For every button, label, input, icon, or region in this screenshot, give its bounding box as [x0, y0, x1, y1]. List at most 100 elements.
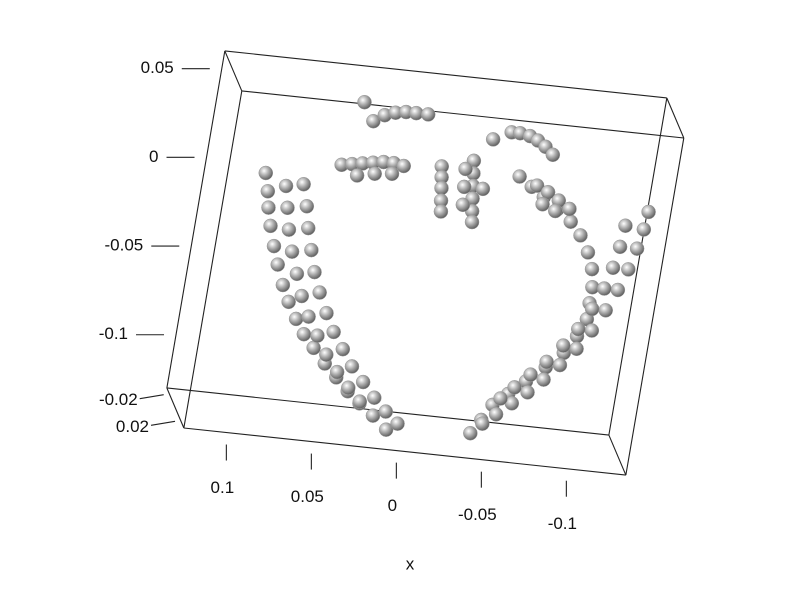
- x-axis-label: x: [406, 554, 415, 573]
- box-edge: [608, 97, 668, 436]
- point: [584, 301, 600, 317]
- point: [344, 359, 360, 374]
- point: [610, 282, 626, 298]
- point: [584, 323, 600, 338]
- point: [390, 416, 405, 431]
- box-edge: [625, 137, 685, 476]
- point: [352, 394, 368, 409]
- point: [284, 244, 300, 259]
- point: [612, 239, 628, 255]
- point: [263, 218, 278, 234]
- box-edge: [666, 97, 685, 139]
- point: [296, 326, 312, 342]
- x-tick-label: 0: [388, 496, 397, 515]
- point: [556, 338, 571, 353]
- x-tick-label: 0.05: [291, 487, 324, 506]
- box-edge: [241, 90, 684, 139]
- point: [326, 324, 341, 340]
- point: [433, 204, 449, 219]
- point: [258, 165, 274, 181]
- x-tick-label: 0.1: [211, 478, 235, 497]
- point: [335, 341, 351, 357]
- point: [605, 260, 621, 276]
- point: [536, 372, 551, 387]
- point: [261, 200, 276, 215]
- point: [552, 357, 568, 373]
- point: [548, 203, 563, 219]
- point: [434, 180, 449, 196]
- box-edge: [224, 50, 243, 92]
- point: [378, 404, 394, 419]
- point: [329, 364, 345, 380]
- point: [319, 305, 334, 321]
- point: [545, 147, 561, 163]
- point: [629, 241, 645, 256]
- point: [535, 197, 550, 212]
- z-tick: [139, 394, 164, 400]
- point: [507, 380, 522, 395]
- point: [341, 380, 356, 395]
- x-tick-label: -0.05: [458, 505, 497, 524]
- point: [278, 178, 294, 194]
- box-edge: [608, 434, 627, 476]
- y-tick-label: -0.05: [105, 236, 144, 255]
- point: [475, 416, 490, 431]
- point: [488, 407, 504, 422]
- point: [512, 169, 527, 184]
- point: [260, 184, 276, 199]
- point: [367, 390, 382, 405]
- box-edge: [166, 387, 185, 429]
- point: [562, 201, 577, 217]
- point: [598, 303, 613, 318]
- point: [301, 309, 316, 324]
- point: [618, 218, 633, 233]
- point: [365, 408, 381, 423]
- point: [563, 214, 578, 229]
- point: [312, 285, 327, 300]
- point: [310, 328, 325, 343]
- y-tick-label: 0.05: [141, 58, 174, 77]
- point: [458, 161, 473, 177]
- point: [384, 166, 400, 182]
- point: [266, 238, 282, 254]
- point: [304, 242, 319, 258]
- z-tick-label: 0.02: [116, 417, 149, 436]
- x-tick-label: -0.1: [548, 514, 577, 533]
- point: [641, 204, 656, 220]
- point: [456, 179, 472, 195]
- point: [539, 354, 554, 370]
- point: [520, 385, 535, 400]
- point: [306, 340, 321, 356]
- point: [307, 264, 322, 280]
- point: [455, 197, 471, 213]
- box-edge: [224, 50, 667, 99]
- z-tick-label: -0.02: [99, 390, 138, 409]
- point: [349, 168, 365, 183]
- point: [569, 341, 584, 357]
- point: [396, 158, 411, 174]
- z-tick: [150, 420, 176, 426]
- point: [529, 178, 545, 193]
- point: [281, 222, 297, 237]
- point: [296, 176, 311, 192]
- point: [270, 257, 285, 272]
- point: [420, 107, 436, 122]
- y-tick-label: -0.1: [99, 324, 128, 343]
- point: [299, 198, 315, 214]
- point: [463, 425, 478, 441]
- y-tick-label: 0: [149, 147, 158, 166]
- point: [580, 245, 596, 260]
- point: [485, 132, 501, 147]
- point: [636, 222, 652, 237]
- point: [357, 94, 372, 110]
- point: [367, 166, 382, 181]
- point: [378, 422, 394, 437]
- point: [523, 367, 538, 382]
- point: [573, 228, 588, 243]
- point: [464, 214, 480, 230]
- point: [294, 288, 309, 304]
- point: [540, 184, 556, 200]
- box-edge: [183, 427, 626, 476]
- point: [300, 220, 316, 236]
